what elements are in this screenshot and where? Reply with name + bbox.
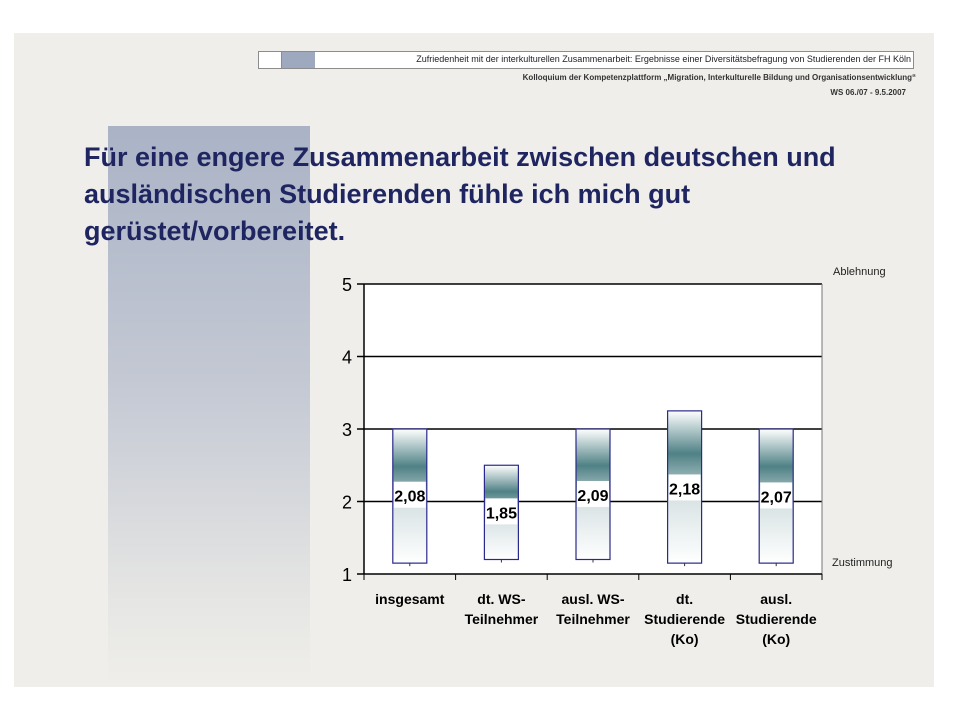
value-label-bg xyxy=(485,498,518,525)
category-label: Teilnehmer xyxy=(465,611,539,627)
value-label-bg xyxy=(760,482,793,509)
y-tick-label: 2 xyxy=(342,493,352,513)
scale-label-zustimmung: Zustimmung xyxy=(832,557,893,569)
value-label: 2,07 xyxy=(761,489,792,506)
category-label: insgesamt xyxy=(375,591,445,607)
header-swatch-blue xyxy=(282,52,315,68)
y-tick-label: 1 xyxy=(342,565,352,585)
value-label-bg xyxy=(393,481,426,508)
scale-label-ablehnung: Ablehnung xyxy=(833,266,886,278)
category-label: dt. WS- xyxy=(477,591,526,607)
value-label-bg xyxy=(577,480,609,507)
value-label: 2,18 xyxy=(669,481,700,498)
header-title: Zufriedenheit mit der interkulturellen Z… xyxy=(416,54,911,64)
category-label: (Ko) xyxy=(671,631,699,647)
value-label: 2,09 xyxy=(577,488,608,505)
category-label: dt. xyxy=(676,591,693,607)
side-panel xyxy=(108,126,310,686)
y-tick-label: 3 xyxy=(342,420,352,440)
category-label: (Ko) xyxy=(762,631,790,647)
category-label: Studierende xyxy=(736,611,817,627)
value-label-bg xyxy=(668,474,701,501)
category-label: ausl. xyxy=(760,591,792,607)
y-tick-label: 4 xyxy=(342,348,352,368)
category-label: Teilnehmer xyxy=(556,611,630,627)
slide-title: Für eine engere Zusammenarbeit zwischen … xyxy=(84,142,836,246)
date-label: WS 06./07 - 9.5.2007 xyxy=(830,88,906,97)
category-label: Studierende xyxy=(644,611,725,627)
value-label: 1,85 xyxy=(486,505,517,522)
header-bar: Zufriedenheit mit der interkulturellen Z… xyxy=(258,51,914,69)
category-label: ausl. WS- xyxy=(561,591,624,607)
y-tick-label: 5 xyxy=(342,275,352,295)
colloquium-subtitle: Kolloquium der Kompetenzplattform „Migra… xyxy=(522,73,916,82)
header-swatch-white xyxy=(259,52,282,68)
value-label: 2,08 xyxy=(394,489,425,506)
